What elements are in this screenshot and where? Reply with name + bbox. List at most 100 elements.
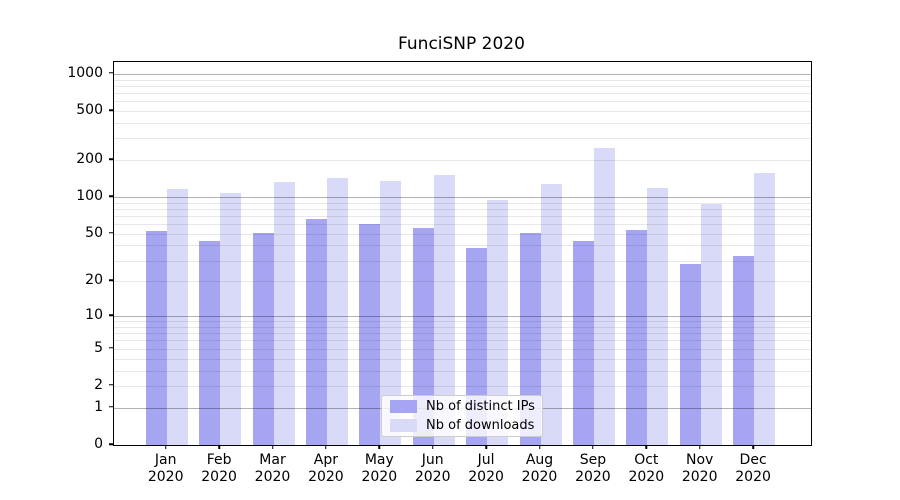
y-tick-mark-0 — [109, 443, 113, 445]
legend-item-distinct-ips: Nb of distinct IPs — [390, 399, 535, 414]
y-tick-mark-50 — [109, 232, 113, 234]
x-tick-label-Jul-2020: Jul 2020 — [468, 452, 504, 485]
gridline-major-10 — [114, 316, 811, 318]
gridline-minor-60 — [114, 224, 811, 226]
bar-distinct-ips-Jan-2020 — [145, 230, 167, 445]
bar-downloads-Apr-2020 — [326, 177, 348, 445]
x-tick-label-Nov-2020: Nov 2020 — [681, 452, 718, 485]
gridline-minor-700 — [114, 92, 811, 94]
legend-label-distinct-ips: Nb of distinct IPs — [426, 399, 535, 414]
y-axis: 1000 500 200 100 50 20 10 5 2 1 0 — [0, 61, 113, 452]
gridline-minor-5 — [114, 348, 811, 350]
y-tick-label-100: 100 — [76, 188, 103, 205]
gridline-minor-2 — [114, 385, 811, 387]
bar-downloads-Dec-2020 — [754, 172, 776, 445]
legend-label-downloads: Nb of downloads — [426, 418, 535, 433]
x-tick-mark-Dec-2020 — [752, 445, 754, 449]
legend-swatch-downloads — [390, 419, 417, 432]
bar-distinct-ips-Aug-2020 — [519, 232, 541, 445]
x-tick-mark-May-2020 — [378, 445, 381, 449]
x-tick-label-May-2020: May 2020 — [361, 452, 398, 485]
x-tick-mark-Apr-2020 — [325, 445, 327, 449]
gridline-minor-200 — [114, 160, 811, 162]
y-tick-mark-2 — [109, 384, 113, 386]
bar-distinct-ips-Mar-2020 — [252, 232, 274, 445]
gridline-minor-50 — [114, 233, 811, 235]
x-tick-label-Sep-2020: Sep 2020 — [575, 452, 611, 485]
x-tick-label-Apr-2020: Apr 2020 — [308, 452, 344, 485]
x-tick-label-Oct-2020: Oct 2020 — [628, 452, 665, 485]
gridline-minor-40 — [114, 245, 811, 247]
gridline-minor-30 — [114, 260, 811, 262]
x-tick-label-Dec-2020: Dec 2020 — [735, 452, 771, 485]
plot-area: Nb of distinct IPs Nb of downloads — [113, 61, 812, 446]
legend-item-downloads: Nb of downloads — [390, 418, 534, 433]
y-tick-mark-1 — [109, 406, 113, 408]
x-tick-mark-Feb-2020 — [218, 445, 220, 449]
gridline-minor-600 — [114, 101, 811, 103]
gridline-minor-400 — [114, 122, 811, 124]
bar-downloads-May-2020 — [380, 180, 402, 445]
x-tick-mark-Mar-2020 — [271, 445, 274, 449]
gridline-minor-6 — [114, 340, 811, 342]
y-tick-label-20: 20 — [85, 272, 103, 289]
bar-distinct-ips-Nov-2020 — [679, 264, 701, 445]
gridline-major-100 — [114, 197, 811, 199]
bar-distinct-ips-Feb-2020 — [199, 240, 221, 445]
gridline-major-1000 — [114, 73, 811, 75]
gridline-minor-9 — [114, 321, 811, 323]
x-tick-label-Jan-2020: Jan 2020 — [147, 452, 184, 485]
bar-downloads-Jan-2020 — [166, 189, 188, 445]
gridline-minor-7 — [114, 333, 811, 335]
bar-downloads-Sep-2020 — [593, 147, 615, 445]
gridline-minor-3 — [114, 370, 811, 372]
gridline-minor-8 — [114, 326, 811, 328]
gridline-minor-900 — [114, 79, 811, 81]
x-tick-mark-Jul-2020 — [485, 445, 487, 449]
x-axis: Jan 2020 Feb 2020 Mar 2020 Apr 2020 May 2020… — [113, 445, 810, 497]
gridline-minor-800 — [114, 85, 811, 87]
y-tick-label-0: 0 — [94, 436, 103, 452]
y-tick-label-2: 2 — [94, 376, 103, 393]
bar-distinct-ips-Jun-2020 — [412, 227, 434, 445]
gridline-minor-4 — [114, 358, 811, 360]
y-tick-mark-500 — [109, 109, 113, 111]
x-tick-mark-Jun-2020 — [431, 445, 434, 449]
y-tick-label-200: 200 — [76, 151, 103, 168]
bar-distinct-ips-May-2020 — [359, 224, 381, 445]
y-tick-label-1000: 1000 — [67, 64, 103, 81]
gridline-minor-300 — [114, 138, 811, 140]
y-tick-mark-5 — [109, 346, 113, 349]
y-tick-label-10: 10 — [85, 307, 103, 324]
chart-title: FunciSNP 2020 — [398, 34, 525, 54]
x-tick-mark-Sep-2020 — [592, 445, 594, 449]
bar-downloads-Nov-2020 — [700, 203, 722, 445]
x-tick-label-Aug-2020: Aug 2020 — [521, 452, 558, 485]
x-tick-label-Mar-2020: Mar 2020 — [254, 452, 291, 485]
y-tick-mark-1000 — [109, 72, 113, 74]
x-tick-mark-Nov-2020 — [698, 445, 701, 449]
x-tick-mark-Jan-2020 — [164, 445, 167, 449]
gridline-minor-500 — [114, 111, 811, 113]
x-tick-label-Jun-2020: Jun 2020 — [414, 452, 451, 485]
y-tick-mark-10 — [109, 314, 113, 316]
bar-downloads-Oct-2020 — [647, 188, 669, 445]
bar-downloads-Jul-2020 — [487, 200, 509, 445]
y-tick-label-500: 500 — [76, 102, 103, 119]
x-tick-mark-Aug-2020 — [538, 445, 541, 449]
bar-distinct-ips-Sep-2020 — [572, 240, 594, 445]
gridline-minor-90 — [114, 202, 811, 204]
x-tick-mark-Oct-2020 — [645, 445, 648, 449]
bar-downloads-Feb-2020 — [220, 193, 242, 445]
y-tick-mark-20 — [109, 279, 113, 282]
gridline-minor-80 — [114, 208, 811, 210]
y-tick-label-50: 50 — [85, 224, 103, 241]
gridline-minor-70 — [114, 215, 811, 217]
y-tick-label-5: 5 — [94, 339, 103, 356]
y-tick-label-1: 1 — [94, 398, 103, 415]
bar-downloads-Jun-2020 — [433, 175, 455, 445]
y-tick-mark-100 — [109, 195, 113, 197]
bar-downloads-Mar-2020 — [273, 181, 295, 445]
bar-distinct-ips-Dec-2020 — [733, 255, 755, 445]
